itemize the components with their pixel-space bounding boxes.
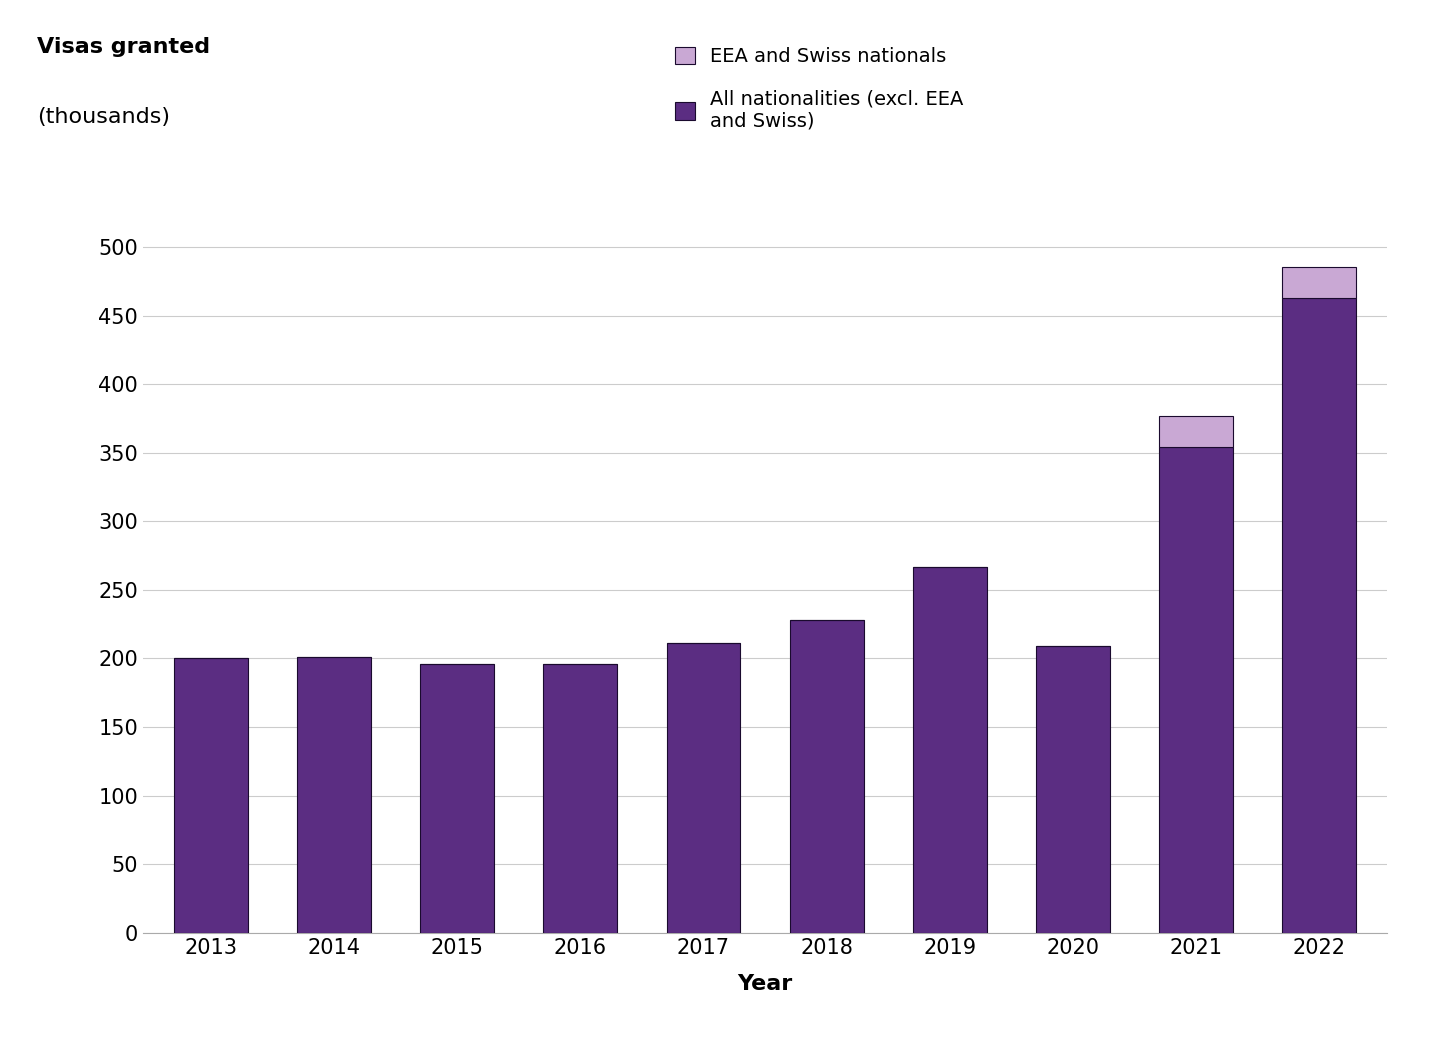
Bar — [912, 566, 987, 933]
Bar — [297, 657, 370, 933]
Bar — [1283, 267, 1356, 298]
Bar — [789, 620, 864, 933]
Bar — [1160, 416, 1233, 447]
Bar — [543, 664, 618, 933]
Bar — [1283, 298, 1356, 933]
Bar — [666, 643, 741, 933]
Text: Visas granted: Visas granted — [37, 37, 210, 57]
Legend: EEA and Swiss nationals, All nationalities (excl. EEA
and Swiss): EEA and Swiss nationals, All nationaliti… — [675, 47, 964, 130]
Bar — [174, 658, 247, 933]
Bar — [420, 664, 493, 933]
Text: (thousands): (thousands) — [37, 107, 170, 127]
X-axis label: Year: Year — [738, 974, 792, 994]
Bar — [1160, 447, 1233, 933]
Bar — [1037, 647, 1110, 933]
